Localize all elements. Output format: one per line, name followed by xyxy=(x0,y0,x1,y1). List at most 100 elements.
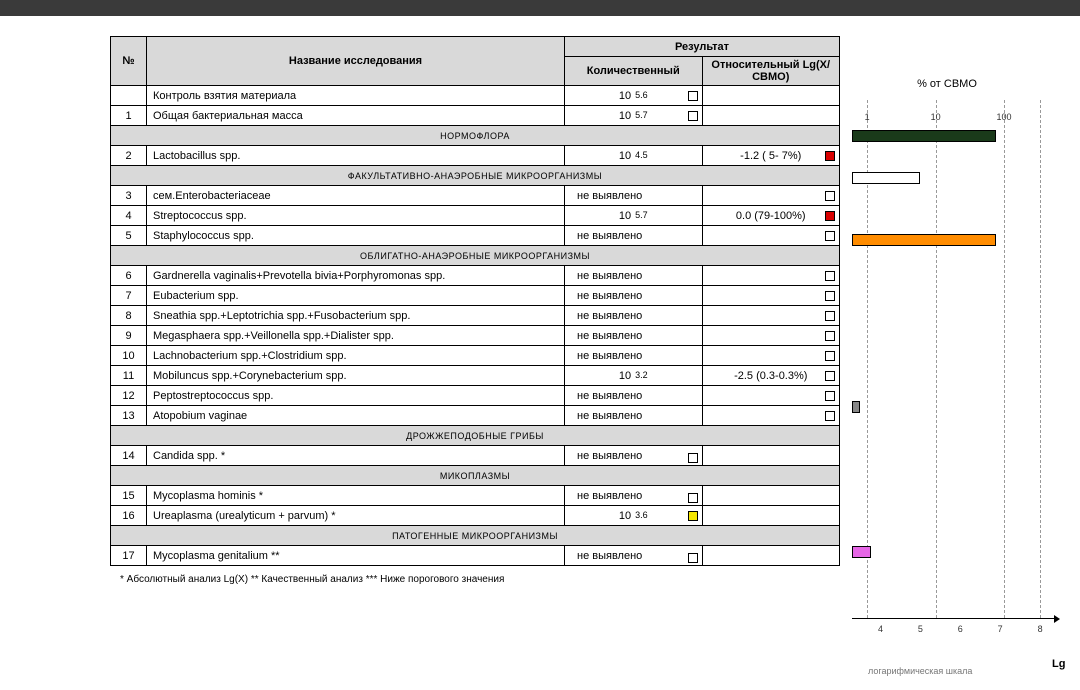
quant-marker xyxy=(688,91,698,101)
quant-base: 10 xyxy=(619,510,631,522)
row-rel xyxy=(702,386,840,406)
quant-value: 103.6 xyxy=(619,510,648,522)
row-num: 13 xyxy=(111,406,147,426)
row-name: Candida spp. * xyxy=(147,446,565,466)
table-row: 13Atopobium vaginaeне выявлено xyxy=(111,406,840,426)
bottom-tick: 6 xyxy=(958,624,963,634)
quant-marker xyxy=(688,493,698,503)
section-title: НОРМОФЛОРА xyxy=(111,126,840,146)
row-num: 7 xyxy=(111,286,147,306)
chart-area: 11010045678 xyxy=(852,100,1042,638)
table-row: 9Megasphaera spp.+Veillonella spp.+Diali… xyxy=(111,326,840,346)
not-detected-label: не выявлено xyxy=(571,450,696,462)
row-name: Atopobium vaginae xyxy=(147,406,565,426)
row-quant: не выявлено xyxy=(565,226,703,246)
rel-value: -2.5 (0.3-0.3%) xyxy=(734,370,807,382)
lg-label: Lg xyxy=(1052,658,1065,670)
row-quant: не выявлено xyxy=(565,446,703,466)
row-rel xyxy=(702,86,840,106)
section-title: ОБЛИГАТНО-АНАЭРОБНЫЕ МИКРООРГАНИЗМЫ xyxy=(111,246,840,266)
row-quant: не выявлено xyxy=(565,286,703,306)
header-result: Результат xyxy=(565,37,840,57)
quant-marker xyxy=(688,111,698,121)
rel-marker xyxy=(825,231,835,241)
row-name: Staphylococcus spp. xyxy=(147,226,565,246)
row-quant: 105.7 xyxy=(565,206,703,226)
row-num: 5 xyxy=(111,226,147,246)
row-num: 17 xyxy=(111,546,147,566)
row-name: Lactobacillus spp. xyxy=(147,146,565,166)
chart-bar xyxy=(852,234,996,246)
rel-value: -1.2 ( 5- 7%) xyxy=(740,150,801,162)
bottom-tick: 5 xyxy=(918,624,923,634)
row-name: Общая бактериальная масса xyxy=(147,106,565,126)
row-rel xyxy=(702,546,840,566)
table-row: 16Ureaplasma (urealyticum + parvum) * 103… xyxy=(111,506,840,526)
quant-base: 10 xyxy=(619,370,631,382)
row-name: Mycoplasma hominis * xyxy=(147,486,565,506)
quant-value: 103.2 xyxy=(619,370,648,382)
row-quant: не выявлено xyxy=(565,306,703,326)
table-row: 5Staphylococcus spp. не выявлено xyxy=(111,226,840,246)
axis-arrow-icon xyxy=(1054,615,1060,623)
row-rel xyxy=(702,446,840,466)
row-rel xyxy=(702,306,840,326)
top-tick: 100 xyxy=(996,112,1011,122)
table-row: 17Mycoplasma genitalium **не выявлено xyxy=(111,546,840,566)
row-quant: 103.6 xyxy=(565,506,703,526)
not-detected-label: не выявлено xyxy=(571,270,696,282)
row-quant: не выявлено xyxy=(565,386,703,406)
row-num: 10 xyxy=(111,346,147,366)
table-row: 11Mobiluncus spp.+Corynebacterium spp.10… xyxy=(111,366,840,386)
header-quant: Количественный xyxy=(565,57,703,86)
row-num: 8 xyxy=(111,306,147,326)
rel-marker xyxy=(825,331,835,341)
table-row: 2Lactobacillus spp.104.5-1.2 ( 5- 7%) xyxy=(111,146,840,166)
rel-marker xyxy=(825,311,835,321)
row-num: 6 xyxy=(111,266,147,286)
bottom-tick: 7 xyxy=(998,624,1003,634)
top-tick: 10 xyxy=(931,112,941,122)
quant-exp: 5.7 xyxy=(635,210,648,220)
table-row: 6Gardnerella vaginalis+Prevotella bivia+… xyxy=(111,266,840,286)
section-title: ПАТОГЕННЫЕ МИКРООРГАНИЗМЫ xyxy=(111,526,840,546)
row-num: 9 xyxy=(111,326,147,346)
rel-marker xyxy=(825,351,835,361)
quant-value: 104.5 xyxy=(619,150,648,162)
grid-line xyxy=(1004,100,1005,618)
row-num: 16 xyxy=(111,506,147,526)
quant-exp: 5.7 xyxy=(635,110,648,120)
quant-base: 10 xyxy=(619,210,631,222)
log-scale-label: логарифмическая шкала xyxy=(868,666,972,676)
row-name: Ureaplasma (urealyticum + parvum) * xyxy=(147,506,565,526)
row-num: 15 xyxy=(111,486,147,506)
row-quant: не выявлено xyxy=(565,326,703,346)
not-detected-label: не выявлено xyxy=(571,230,696,242)
rel-marker xyxy=(825,291,835,301)
quant-marker xyxy=(688,553,698,563)
rel-marker xyxy=(825,271,835,281)
row-rel xyxy=(702,406,840,426)
row-name: Streptococcus spp. xyxy=(147,206,565,226)
row-name: Eubacterium spp. xyxy=(147,286,565,306)
row-rel xyxy=(702,486,840,506)
row-quant: не выявлено xyxy=(565,546,703,566)
row-num: 4 xyxy=(111,206,147,226)
not-detected-label: не выявлено xyxy=(571,330,696,342)
header-rel: Относительный Lg(X/СВМО) xyxy=(702,57,840,86)
quant-value: 105.7 xyxy=(619,210,648,222)
quant-exp: 3.2 xyxy=(635,370,648,380)
section-header: ФАКУЛЬТАТИВНО-АНАЭРОБНЫЕ МИКРООРГАНИЗМЫ xyxy=(111,166,840,186)
section-header: ОБЛИГАТНО-АНАЭРОБНЫЕ МИКРООРГАНИЗМЫ xyxy=(111,246,840,266)
x-axis xyxy=(852,618,1054,619)
not-detected-label: не выявлено xyxy=(571,190,696,202)
chart-title: % от СВМО xyxy=(852,78,1042,90)
section-title: ФАКУЛЬТАТИВНО-АНАЭРОБНЫЕ МИКРООРГАНИЗМЫ xyxy=(111,166,840,186)
row-name: сем.Enterobacteriaceae xyxy=(147,186,565,206)
not-detected-label: не выявлено xyxy=(571,490,696,502)
table-row: 4Streptococcus spp.105.70.0 (79-100%) xyxy=(111,206,840,226)
rel-marker xyxy=(825,191,835,201)
chart-bar xyxy=(852,130,996,142)
row-quant: 104.5 xyxy=(565,146,703,166)
section-title: МИКОПЛАЗМЫ xyxy=(111,466,840,486)
